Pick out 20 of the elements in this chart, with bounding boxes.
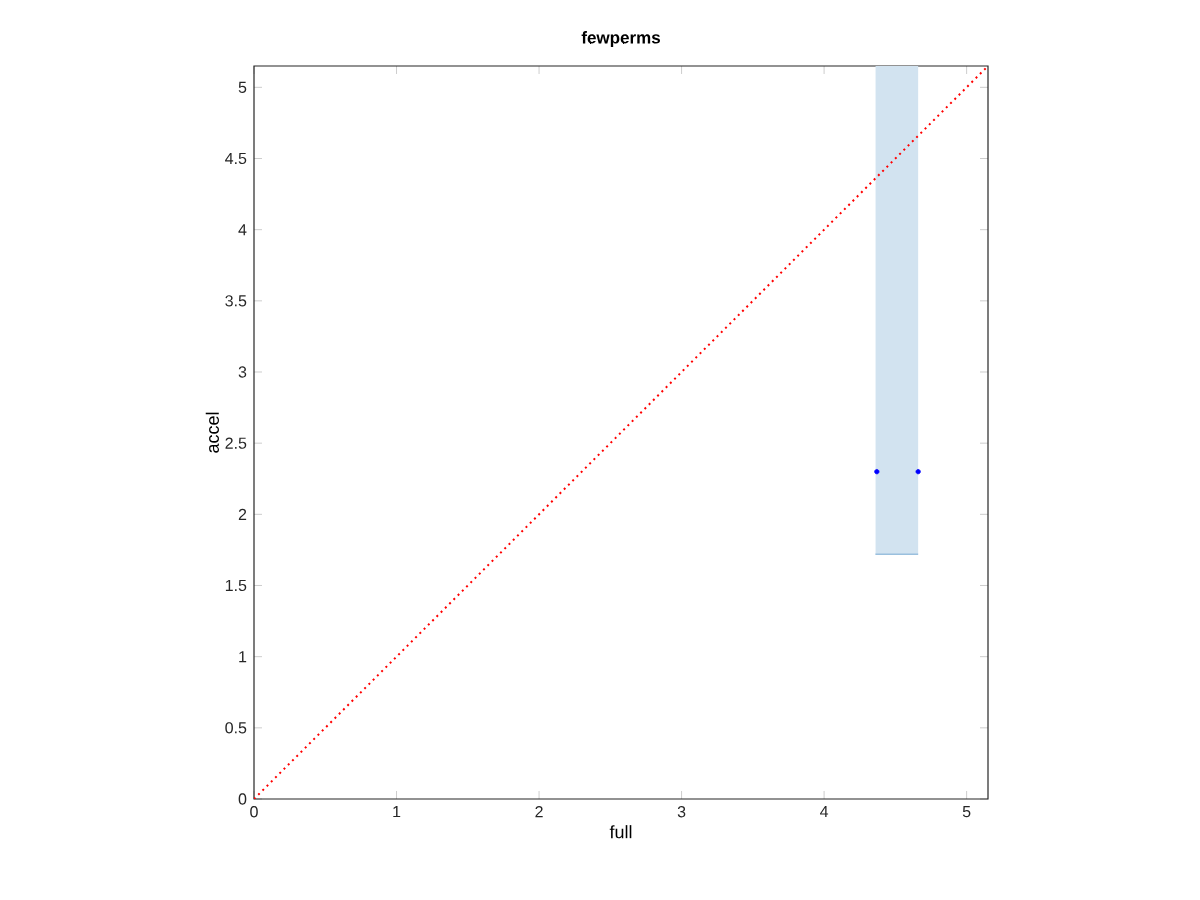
- x-axis-title: full: [609, 825, 632, 839]
- y-axis-title: accel: [205, 412, 219, 453]
- y-tick-label: 0.5: [225, 722, 247, 734]
- y-tick-label: 5: [238, 81, 247, 93]
- x-tick-label: 5: [962, 806, 971, 818]
- y-tick-label: 1: [239, 651, 247, 663]
- y-tick-label: 4: [238, 224, 247, 236]
- y-tick-label: 3: [238, 366, 247, 378]
- chart-title: fewperms: [581, 31, 660, 47]
- x-tick-label: 2: [535, 806, 543, 818]
- x-tick-label: 4: [820, 806, 829, 818]
- x-tick-label: 3: [677, 806, 686, 818]
- y-tick-label: 0: [238, 793, 247, 805]
- y-tick-label: 4.5: [225, 152, 247, 165]
- y-tick-label: 2: [238, 508, 247, 520]
- y-tick-label: 3.5: [225, 295, 247, 307]
- y-tick-label: 1.5: [225, 579, 247, 592]
- x-tick-label: 1: [393, 806, 401, 818]
- y-tick-label: 2.5: [225, 437, 247, 449]
- x-tick-label: 0: [250, 806, 258, 818]
